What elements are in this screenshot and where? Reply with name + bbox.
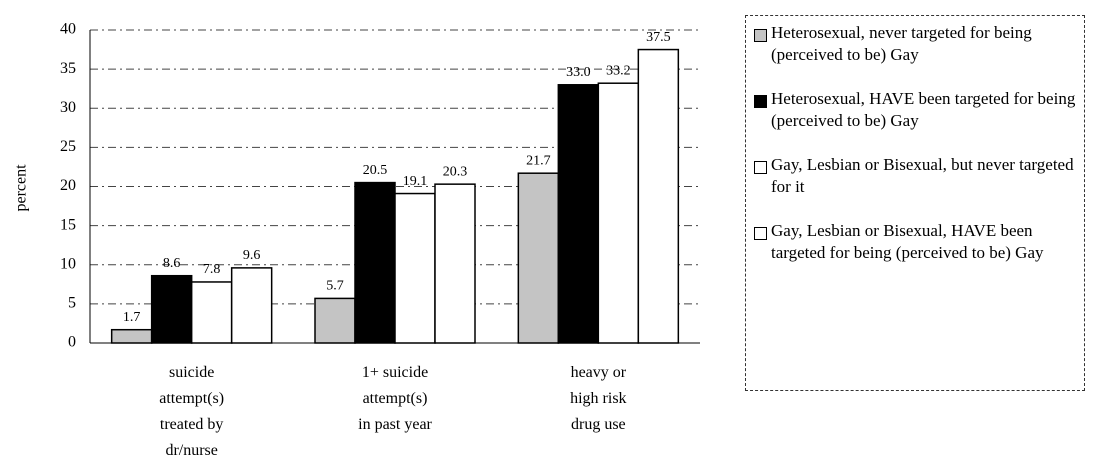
bar bbox=[557, 84, 600, 344]
legend: Heterosexual, never targeted for being (… bbox=[745, 15, 1085, 391]
legend-entry: Gay, Lesbian or Bisexual, HAVE been targ… bbox=[754, 220, 1076, 264]
y-tick-label: 40 bbox=[60, 21, 76, 38]
y-tick-label: 30 bbox=[60, 99, 76, 116]
value-label: 8.6 bbox=[163, 256, 181, 271]
x-tick-label-line: heavy or bbox=[571, 364, 627, 381]
x-tick-label: 1+ suicide attempt(s) in past year bbox=[358, 364, 432, 433]
legend-label: Heterosexual, HAVE been targeted for bei… bbox=[771, 89, 1076, 130]
y-tick-label: 25 bbox=[60, 138, 76, 155]
value-label: 1.7 bbox=[123, 310, 141, 325]
x-tick-label-line: drug use bbox=[571, 416, 626, 433]
x-tick-label-line: 1+ suicide bbox=[362, 364, 428, 381]
legend-swatch bbox=[754, 95, 767, 108]
x-tick-label-line: in past year bbox=[358, 416, 432, 433]
value-label: 20.5 bbox=[363, 163, 388, 178]
bar bbox=[394, 192, 436, 344]
legend-swatch bbox=[754, 161, 767, 174]
legend-label: Heterosexual, never targeted for being (… bbox=[771, 23, 1032, 64]
bar bbox=[637, 48, 680, 344]
bar bbox=[150, 274, 193, 344]
bar bbox=[354, 181, 396, 344]
value-label: 37.5 bbox=[646, 30, 671, 45]
chart: percent 0 5 10 15 20 25 30 35 40 suicide attempt(s… bbox=[13, 21, 700, 459]
x-tick-label-line: high risk bbox=[570, 390, 626, 407]
value-label: 33.2 bbox=[606, 63, 631, 78]
legend-swatch bbox=[754, 227, 767, 240]
y-tick-label: 10 bbox=[60, 255, 76, 272]
value-label: 7.8 bbox=[203, 262, 221, 277]
value-label: 20.3 bbox=[443, 164, 468, 179]
value-label: 5.7 bbox=[326, 279, 344, 294]
y-tick-label: 35 bbox=[60, 60, 76, 77]
legend-entry: Heterosexual, never targeted for being (… bbox=[754, 22, 1076, 66]
x-tick-label-line: treated by bbox=[160, 416, 224, 433]
bar bbox=[434, 183, 476, 344]
value-label: 33.0 bbox=[566, 65, 591, 80]
value-label: 19.1 bbox=[403, 174, 428, 189]
y-tick-label: 0 bbox=[68, 334, 76, 351]
legend-label: Gay, Lesbian or Bisexual, HAVE been targ… bbox=[771, 221, 1044, 262]
y-tick-label: 20 bbox=[60, 177, 76, 194]
bar bbox=[110, 328, 153, 344]
x-tick-label-line: suicide bbox=[169, 364, 214, 381]
x-tick-label-line: attempt(s) bbox=[363, 390, 428, 407]
legend-entry: Gay, Lesbian or Bisexual, but never targ… bbox=[754, 154, 1076, 198]
value-label: 21.7 bbox=[526, 153, 551, 168]
bar bbox=[230, 267, 273, 344]
legend-swatch bbox=[754, 29, 767, 42]
bar bbox=[190, 281, 233, 344]
y-axis-label: percent bbox=[13, 164, 30, 212]
x-tick-label-line: dr/nurse bbox=[165, 442, 217, 459]
y-tick-label: 15 bbox=[60, 216, 76, 233]
x-tick-label: heavy or high risk drug use bbox=[570, 364, 627, 433]
y-tick-label: 5 bbox=[68, 295, 76, 312]
legend-label: Gay, Lesbian or Bisexual, but never targ… bbox=[771, 155, 1074, 196]
bar bbox=[314, 297, 356, 344]
x-tick-label-line: attempt(s) bbox=[159, 390, 224, 407]
value-label: 9.6 bbox=[243, 248, 261, 263]
bar bbox=[517, 172, 560, 344]
legend-entry: Heterosexual, HAVE been targeted for bei… bbox=[754, 88, 1076, 132]
x-tick-label: suicide attempt(s) treated by dr/nurse bbox=[159, 364, 224, 459]
bar bbox=[597, 82, 640, 344]
